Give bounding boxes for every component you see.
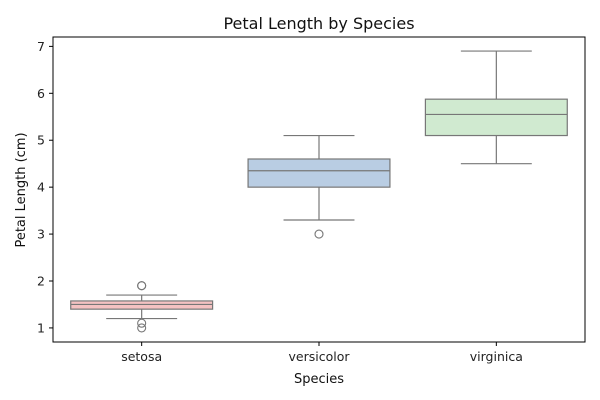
- chart-title: Petal Length by Species: [223, 14, 414, 33]
- y-tick-label: 1: [37, 320, 45, 335]
- box-body: [424, 98, 568, 137]
- y-tick-label: 2: [37, 274, 45, 289]
- outlier-point: [137, 323, 147, 333]
- x-tick-label-setosa: setosa: [121, 349, 162, 364]
- box-setosa: [70, 281, 214, 333]
- y-tick-label: 7: [37, 39, 45, 54]
- y-axis: 1 2 3 4 5 6 7: [37, 39, 53, 335]
- box-virginica: [424, 50, 568, 165]
- x-tick-label-virginica: virginica: [470, 349, 523, 364]
- outlier-point: [137, 318, 147, 328]
- plot-area: [70, 50, 568, 333]
- outlier-point: [314, 229, 324, 239]
- x-axis-label: Species: [294, 372, 344, 387]
- box-body: [247, 158, 391, 188]
- y-tick-label: 5: [37, 133, 45, 148]
- y-tick-label: 4: [37, 180, 45, 195]
- y-axis-label: Petal Length (cm): [14, 132, 29, 247]
- box-versicolor: [247, 134, 391, 239]
- y-tick-label: 6: [37, 86, 45, 101]
- y-tick-label: 3: [37, 227, 45, 242]
- x-tick-label-versicolor: versicolor: [289, 349, 351, 364]
- outlier-point: [137, 281, 147, 291]
- x-axis: setosa versicolor virginica: [121, 342, 523, 364]
